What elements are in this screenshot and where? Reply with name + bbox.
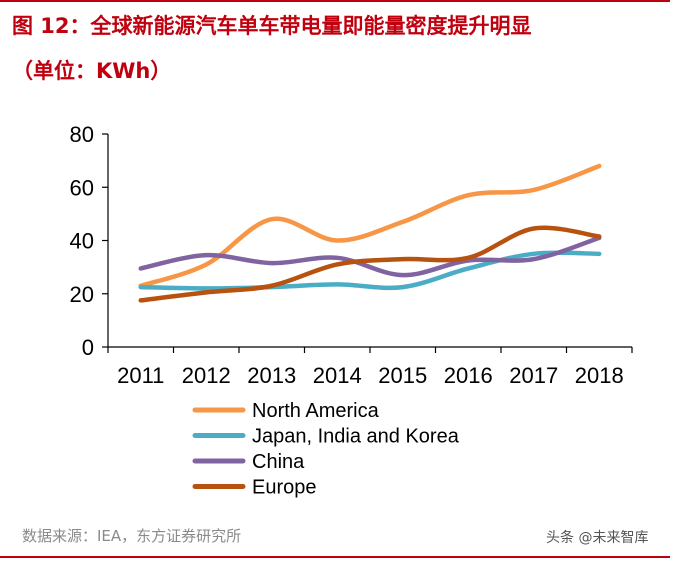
x-tick-label: 2012: [182, 363, 231, 388]
x-tick-label: 2011: [117, 363, 164, 388]
x-tick-label: 2016: [444, 363, 493, 388]
legend-label: China: [252, 451, 305, 473]
series-line-3: [138, 225, 602, 303]
x-tick-label: 2017: [509, 363, 558, 388]
watermark-text: 头条 @未来智库: [546, 530, 649, 546]
y-tick-label: 20: [70, 282, 94, 307]
axes: [107, 134, 632, 348]
x-tick-label: 2013: [247, 363, 296, 388]
y-tick-label: 80: [70, 122, 94, 147]
y-tick-label: 0: [82, 335, 94, 360]
x-tick-label: 2015: [378, 363, 427, 388]
watermark: 头条 @未来智库: [546, 527, 648, 547]
data-source: 数据来源：IEA，东方证券研究所: [22, 527, 242, 545]
chart-title: 图 12：全球新能源汽车单车带电量即能量密度提升明显: [12, 14, 532, 38]
top-rule: [0, 0, 670, 2]
bottom-rule: [0, 556, 670, 558]
legend-label: Japan, India and Korea: [252, 426, 460, 448]
y-tick-label: 60: [70, 175, 94, 200]
y-tick-label: 40: [70, 229, 94, 254]
legend-label: Europe: [252, 477, 317, 499]
chart-unit: （单位：KWh）: [12, 59, 172, 83]
legend-label: North America: [252, 400, 380, 422]
legend: North America Japan, India and Korea China…: [192, 400, 460, 499]
series-line-0: [138, 163, 602, 289]
x-tick-label: 2018: [575, 363, 624, 388]
series-lines: [138, 163, 602, 303]
series-line-1: [138, 250, 602, 291]
x-tick-label: 2014: [313, 363, 362, 388]
series-line-2: [138, 235, 602, 278]
y-axis-ticks: 0 20 40 60 80: [70, 122, 108, 360]
x-axis-ticks: 2011 2012 2013 2014 2015 2016 2017 2018: [107, 347, 633, 388]
